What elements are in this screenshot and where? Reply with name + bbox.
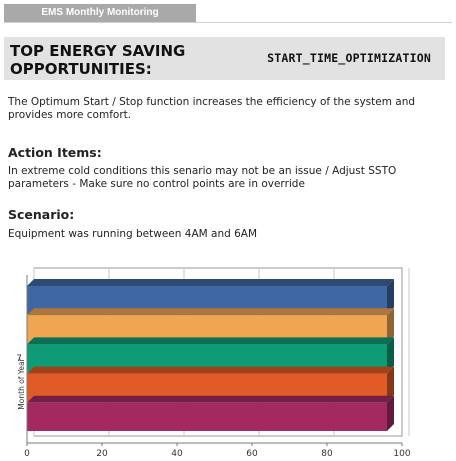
y-category-label: 7: [16, 354, 22, 364]
x-tick-label: 40: [171, 449, 183, 459]
opportunity-code: START_TIME_OPTIMIZATION: [267, 51, 431, 65]
bar-segment-side-1: [387, 279, 394, 315]
opportunity-header: TOP ENERGY SAVING OPPORTUNITIES: START_T…: [4, 37, 445, 80]
scenario-heading: Scenario:: [8, 207, 75, 222]
bar-segment-top-1: [27, 279, 394, 286]
bar-segment-top-3: [27, 337, 394, 345]
intro-text: The Optimum Start / Stop function increa…: [8, 96, 416, 121]
action-items-heading: Action Items:: [8, 145, 102, 160]
bar-segment-top-4: [27, 366, 394, 374]
x-tick-label: 80: [321, 449, 333, 459]
bar-segment-side-2: [387, 308, 394, 344]
x-tick-label: 100: [393, 449, 410, 459]
bar-segment-side-4: [387, 366, 394, 402]
bar-segment-top-2: [27, 308, 394, 316]
x-tick-label: 60: [246, 449, 258, 459]
bar-segment-5: [27, 402, 387, 431]
tab-divider: [4, 22, 452, 23]
bar-segment-side-5: [387, 395, 394, 431]
scenario-text: Equipment was running between 4AM and 6A…: [8, 228, 258, 240]
x-tick-label: 0: [24, 449, 30, 459]
action-items-text: In extreme cold conditions this senario …: [8, 165, 397, 190]
bar-segment-top-5: [27, 395, 394, 403]
opportunity-title: TOP ENERGY SAVING OPPORTUNITIES:: [10, 42, 186, 78]
tab-ems-monthly-monitoring[interactable]: EMS Monthly Monitoring: [4, 4, 196, 22]
chart-bars: [27, 279, 394, 431]
bar-segment-side-3: [387, 337, 394, 373]
x-tick-label: 20: [96, 449, 108, 459]
y-axis-title: Month of Year: [17, 357, 26, 409]
